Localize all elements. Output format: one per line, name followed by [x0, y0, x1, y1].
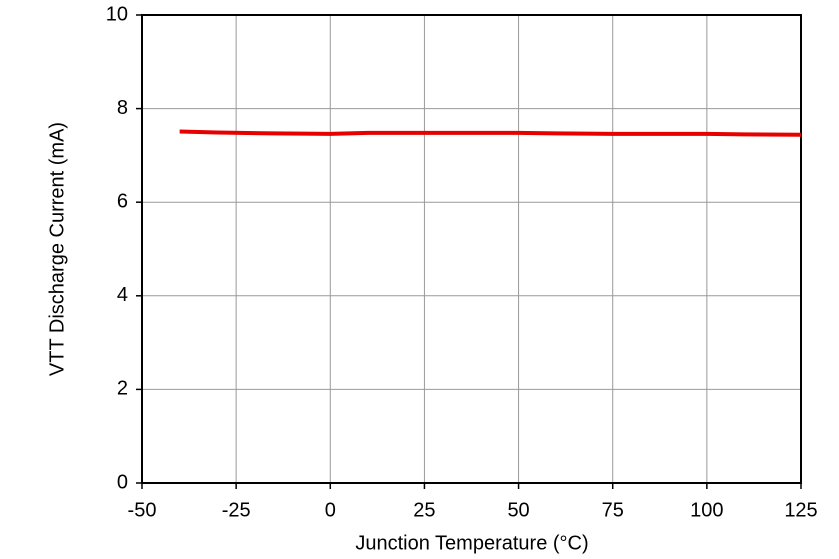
x-tick-label: 100 [690, 499, 723, 521]
x-tick-label: 25 [413, 499, 435, 521]
x-tick-label: 0 [325, 499, 336, 521]
plot-frame [141, 14, 802, 484]
x-tick-label: -50 [128, 499, 157, 521]
y-tick-label: 8 [117, 97, 128, 119]
x-tick-label: 50 [507, 499, 529, 521]
y-tick-label: 4 [117, 284, 128, 306]
y-tick-label: 10 [106, 3, 128, 25]
x-tick-label: -25 [222, 499, 251, 521]
x-tick-label: 125 [784, 499, 817, 521]
y-tick-label: 2 [117, 378, 128, 400]
y-axis-label: VTT Discharge Current (mA) [46, 122, 68, 376]
data-line [179, 129, 802, 137]
y-tick-label: 0 [117, 471, 128, 493]
y-tick-label: 6 [117, 190, 128, 212]
x-tick-label: 75 [602, 499, 624, 521]
x-axis-label: Junction Temperature (°C) [355, 532, 588, 554]
